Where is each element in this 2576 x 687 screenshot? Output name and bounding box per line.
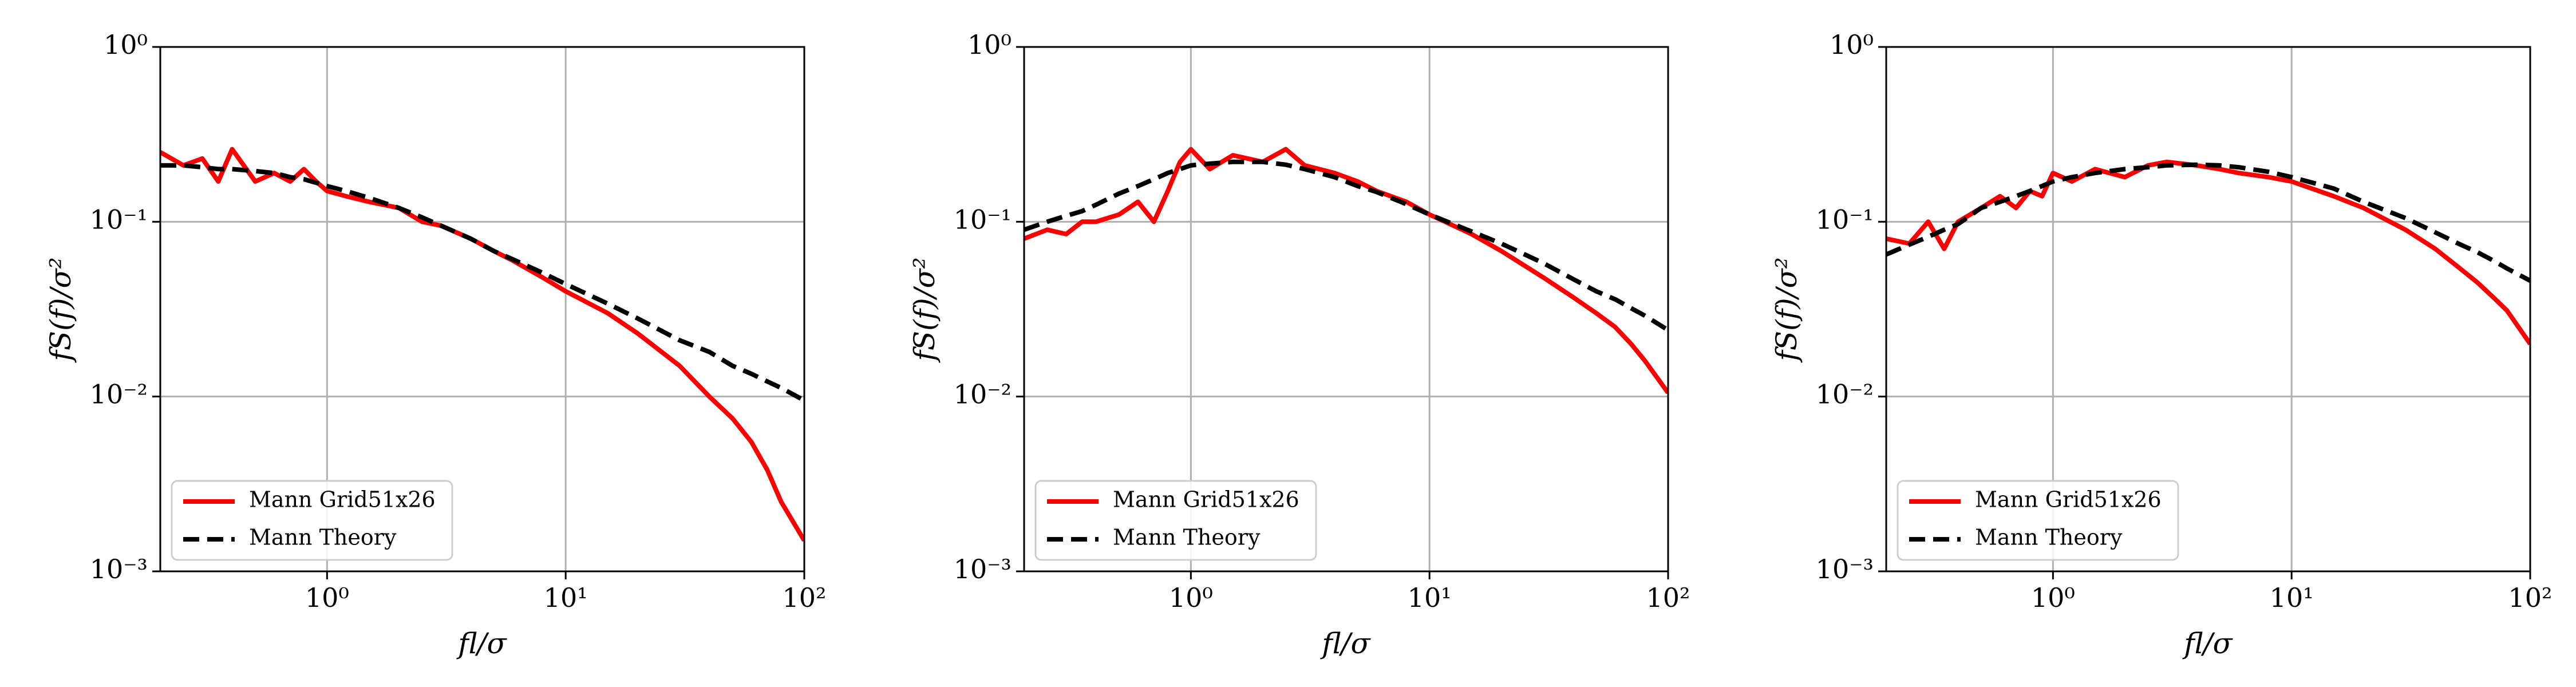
axes-frame: [1885, 46, 2531, 572]
axes-frame: [1023, 46, 1669, 572]
x-axis-label: fl/σ: [456, 627, 507, 660]
legend-box: [1897, 480, 2179, 561]
y-tick-label: 10⁻²: [1816, 379, 1874, 410]
x-tick-label: 10²: [2508, 582, 2553, 613]
legend-label: Mann Theory: [1113, 525, 1261, 550]
x-tick-label: 10¹: [1408, 582, 1452, 613]
legend-box: [1034, 480, 1317, 561]
legend-label: Mann Theory: [1975, 525, 2123, 550]
x-tick-label: 10¹: [2270, 582, 2314, 613]
y-tick-label: 10⁻³: [1816, 554, 1874, 585]
y-tick-label: 10⁰: [967, 29, 1012, 60]
legend-label: Mann Theory: [249, 525, 397, 550]
x-tick-label: 10⁰: [2031, 582, 2075, 613]
y-axis-label: fS(f)/σ²: [908, 257, 941, 363]
series-line: [1024, 147, 1668, 394]
axes-frame: [159, 46, 805, 572]
y-tick-label: 10⁻²: [954, 379, 1012, 410]
y-axis-label: fS(f)/σ²: [1770, 257, 1803, 363]
x-axis-label: fl/σ: [2182, 627, 2233, 660]
y-tick-label: 10⁻¹: [954, 204, 1012, 235]
y-tick-label: 10⁰: [104, 29, 148, 60]
x-tick-label: 10⁰: [305, 582, 349, 613]
x-tick-label: 10⁰: [1169, 582, 1213, 613]
y-tick-label: 10⁻³: [90, 554, 148, 585]
series-line: [160, 163, 804, 403]
series-line: [1886, 159, 2530, 346]
y-tick-label: 10⁻¹: [1816, 204, 1874, 235]
series-line: [1886, 162, 2530, 283]
x-axis-label: fl/σ: [1319, 627, 1371, 660]
x-tick-label: 10²: [783, 582, 827, 613]
legend-box: [171, 480, 453, 561]
x-tick-label: 10²: [1646, 582, 1690, 613]
series-line: [1024, 159, 1668, 332]
legend-label: Mann Grid51x26: [1975, 487, 2162, 512]
y-tick-label: 10⁰: [1830, 29, 1874, 60]
y-axis-label: fS(f)/σ²: [44, 257, 77, 363]
legend-label: Mann Grid51x26: [249, 487, 436, 512]
y-tick-label: 10⁻²: [90, 379, 148, 410]
y-tick-label: 10⁻³: [954, 554, 1012, 585]
x-tick-label: 10¹: [544, 582, 588, 613]
legend-label: Mann Grid51x26: [1113, 487, 1299, 512]
y-tick-label: 10⁻¹: [90, 204, 148, 235]
